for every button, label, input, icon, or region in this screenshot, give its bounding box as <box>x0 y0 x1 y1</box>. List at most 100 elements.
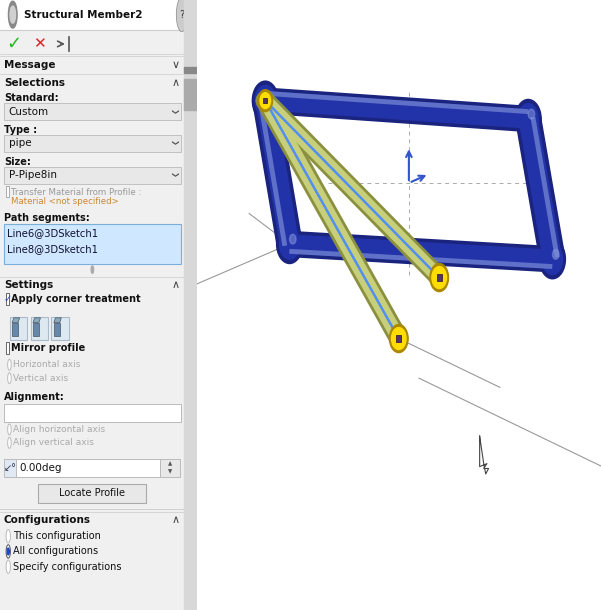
Text: ∨: ∨ <box>172 60 180 70</box>
Circle shape <box>8 359 11 370</box>
Text: ↙°: ↙° <box>4 463 16 473</box>
Circle shape <box>176 0 188 32</box>
Bar <box>4 404 181 422</box>
Circle shape <box>258 90 273 112</box>
Circle shape <box>432 267 447 289</box>
Text: ∧: ∧ <box>172 281 180 290</box>
Circle shape <box>252 81 278 120</box>
Bar <box>10 317 27 340</box>
Bar <box>16 459 160 477</box>
Bar <box>54 323 59 336</box>
Text: ?: ? <box>179 10 185 20</box>
Text: Line8@3DSketch1: Line8@3DSketch1 <box>7 244 98 254</box>
Circle shape <box>6 529 10 543</box>
Circle shape <box>389 325 408 353</box>
Circle shape <box>8 373 11 384</box>
Circle shape <box>6 560 10 573</box>
Bar <box>5 293 10 305</box>
Text: Align vertical axis: Align vertical axis <box>13 439 94 447</box>
Bar <box>0 277 184 294</box>
Text: ❯: ❯ <box>169 109 177 115</box>
Circle shape <box>260 93 270 109</box>
Circle shape <box>279 229 300 259</box>
Bar <box>4 135 181 152</box>
Text: ❯: ❯ <box>169 140 177 146</box>
Text: ✓: ✓ <box>4 294 11 304</box>
Text: pipe: pipe <box>9 138 31 148</box>
Circle shape <box>6 545 10 558</box>
Polygon shape <box>54 318 61 323</box>
Text: Apply corner treatment: Apply corner treatment <box>11 294 141 304</box>
Bar <box>0 0 197 29</box>
Circle shape <box>515 99 541 138</box>
Text: ✓: ✓ <box>6 35 21 53</box>
Circle shape <box>265 91 272 101</box>
Text: Horizontal axis: Horizontal axis <box>13 361 81 369</box>
Bar <box>38 484 146 503</box>
Text: Line6@3DSketch1: Line6@3DSketch1 <box>7 228 98 238</box>
Text: Material <not specified>: Material <not specified> <box>11 197 119 206</box>
Bar <box>4 459 16 477</box>
Bar <box>185 67 196 73</box>
Bar <box>12 323 18 336</box>
Circle shape <box>290 234 296 244</box>
Text: 0.00deg: 0.00deg <box>19 463 62 473</box>
Bar <box>4 103 181 120</box>
Text: Type :: Type : <box>4 125 37 135</box>
Bar <box>52 317 69 340</box>
Circle shape <box>552 249 559 259</box>
Bar <box>31 317 48 340</box>
Circle shape <box>391 328 406 350</box>
Text: ∧: ∧ <box>172 515 180 525</box>
Text: All configurations: All configurations <box>13 547 98 556</box>
Bar <box>396 335 401 342</box>
Circle shape <box>8 437 11 448</box>
Bar <box>437 274 442 281</box>
Text: Align horizontal axis: Align horizontal axis <box>13 425 106 434</box>
Text: Transfer Material from Profile :: Transfer Material from Profile : <box>11 188 142 198</box>
Text: Specify configurations: Specify configurations <box>13 562 121 572</box>
Text: Path segments:: Path segments: <box>4 213 90 223</box>
Text: Alignment:: Alignment: <box>4 392 65 401</box>
Text: This configuration: This configuration <box>13 531 100 541</box>
Bar <box>263 98 267 104</box>
Circle shape <box>518 104 538 134</box>
Bar <box>4 224 181 264</box>
Circle shape <box>91 266 94 273</box>
Circle shape <box>542 244 563 274</box>
Circle shape <box>7 548 10 555</box>
Text: ✕: ✕ <box>33 37 46 51</box>
Circle shape <box>276 224 302 264</box>
Bar <box>185 79 196 110</box>
Text: Vertical axis: Vertical axis <box>13 374 69 382</box>
Circle shape <box>8 424 11 435</box>
Circle shape <box>528 109 535 119</box>
Text: ▲: ▲ <box>168 461 172 466</box>
Text: Settings: Settings <box>4 281 53 290</box>
Text: Mirror profile: Mirror profile <box>11 343 86 353</box>
Text: ▼: ▼ <box>168 470 172 475</box>
Text: Size:: Size: <box>4 157 31 167</box>
Bar <box>184 0 197 610</box>
Text: Custom: Custom <box>9 107 49 117</box>
Text: Selections: Selections <box>4 78 65 88</box>
Polygon shape <box>12 318 20 323</box>
Bar <box>4 167 181 184</box>
Text: ❯: ❯ <box>169 172 177 178</box>
Circle shape <box>430 264 448 292</box>
Polygon shape <box>480 436 489 474</box>
Bar <box>0 56 184 73</box>
Text: Locate Profile: Locate Profile <box>59 489 125 498</box>
Text: P-Pipe8in: P-Pipe8in <box>9 170 57 180</box>
Polygon shape <box>33 318 40 323</box>
Text: Configurations: Configurations <box>4 515 91 525</box>
Circle shape <box>540 240 566 279</box>
Circle shape <box>8 1 17 28</box>
Circle shape <box>255 85 275 116</box>
Circle shape <box>10 6 16 23</box>
Bar <box>0 74 184 92</box>
Bar <box>5 342 10 354</box>
Bar <box>5 186 9 197</box>
Bar <box>33 323 39 336</box>
Text: Message: Message <box>4 60 55 70</box>
